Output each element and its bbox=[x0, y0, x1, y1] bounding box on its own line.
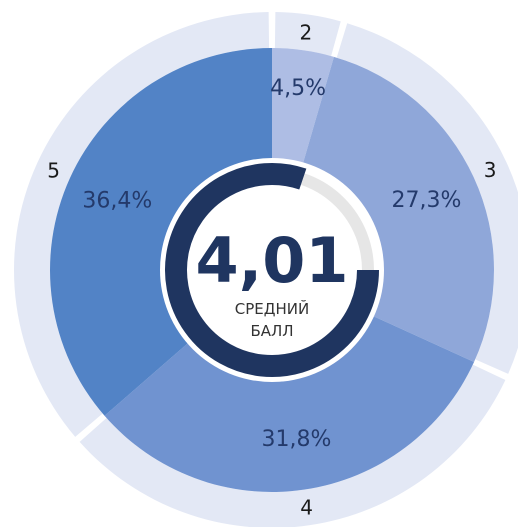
pie-slice bbox=[104, 270, 475, 493]
center-disc bbox=[160, 158, 384, 382]
average-caption-line2: БАЛЛ bbox=[250, 322, 293, 340]
outer-ring-segment bbox=[274, 12, 341, 57]
grade-label: 5 bbox=[47, 159, 60, 183]
outer-ring-segment bbox=[79, 364, 506, 527]
outer-ring bbox=[13, 12, 518, 527]
outer-ring-segment bbox=[336, 23, 518, 374]
outer-ring-segment bbox=[13, 12, 270, 437]
grade-label: 3 bbox=[484, 158, 497, 182]
percent-labels: 4,5% 27,3% 31,8% 36,4% bbox=[82, 76, 461, 452]
grade-labels: 2 3 4 5 bbox=[47, 20, 496, 519]
gauge-fill bbox=[165, 163, 379, 377]
pie-slice bbox=[50, 48, 272, 416]
percent-label: 31,8% bbox=[262, 427, 332, 452]
average-value: 4,01 bbox=[196, 224, 349, 297]
grade-label: 4 bbox=[300, 495, 313, 519]
average-caption-line1: СРЕДНИЙ bbox=[235, 299, 309, 318]
grade-label: 2 bbox=[299, 20, 312, 44]
percent-label: 27,3% bbox=[392, 188, 462, 213]
center-gauge: 4,01 СРЕДНИЙ БАЛЛ bbox=[160, 158, 384, 382]
percent-label: 4,5% bbox=[270, 76, 326, 101]
percent-label: 36,4% bbox=[82, 189, 152, 214]
